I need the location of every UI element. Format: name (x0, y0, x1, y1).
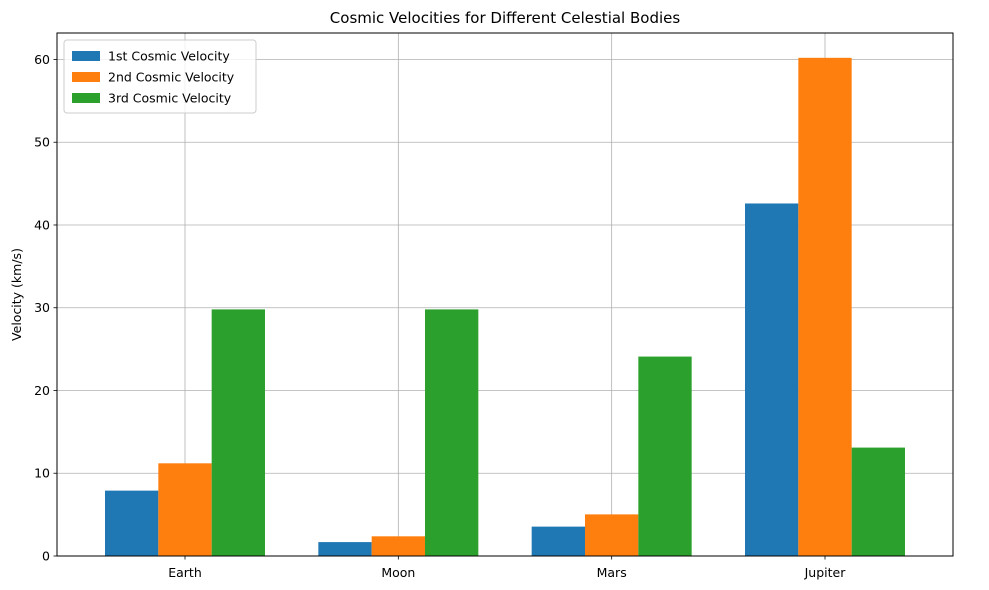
legend-label: 1st Cosmic Velocity (108, 49, 230, 64)
legend-swatch (72, 51, 100, 61)
x-tick-label: Mars (597, 565, 627, 580)
bar-2-jupiter (798, 57, 852, 556)
x-tick-label: Earth (168, 565, 202, 580)
bar-1-moon (318, 542, 372, 556)
bar-1-earth (105, 490, 159, 556)
legend-box (63, 39, 257, 114)
bar-2-earth (158, 463, 212, 556)
x-tick-label: Jupiter (804, 565, 847, 580)
bar-1-mars (531, 526, 585, 556)
bar-3-jupiter (851, 447, 905, 556)
axis-ticks: 0 10 20 30 40 50 60 Earth Moon Mars Jupiter (34, 52, 846, 580)
x-tick-label: Moon (381, 565, 415, 580)
bar-3-earth (211, 309, 265, 556)
plot-frame (56, 32, 954, 557)
y-axis-label: Velocity (km/s) (9, 248, 24, 341)
y-tick-label: 50 (34, 135, 50, 150)
y-tick-label: 60 (34, 52, 50, 67)
bar-3-mars (638, 356, 692, 556)
y-tick-label: 20 (34, 383, 50, 398)
legend-label: 2nd Cosmic Velocity (108, 70, 235, 85)
bar-2-mars (585, 514, 639, 556)
y-tick-label: 40 (34, 217, 50, 232)
y-tick-label: 0 (42, 549, 50, 564)
legend-swatch (72, 93, 100, 103)
bars (105, 57, 905, 557)
bar-1-jupiter (745, 203, 799, 557)
bar-3-moon (425, 309, 479, 556)
bar-2-moon (371, 536, 425, 556)
legend-swatch (72, 72, 100, 82)
legend: 1st Cosmic Velocity 2nd Cosmic Velocity 3r… (63, 39, 257, 114)
y-tick-label: 10 (34, 466, 50, 481)
y-tick-label: 30 (34, 300, 50, 315)
legend-label: 3rd Cosmic Velocity (108, 91, 232, 106)
chart-title: Cosmic Velocities for Different Celestia… (330, 9, 681, 27)
